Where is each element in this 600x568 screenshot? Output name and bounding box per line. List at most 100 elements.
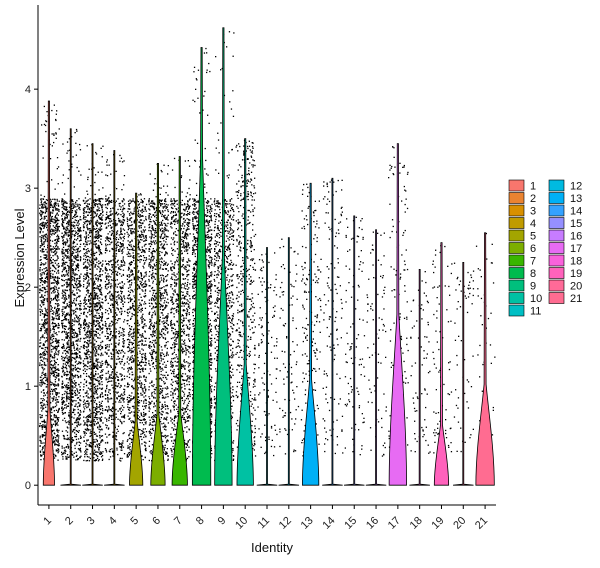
point [54,199,56,201]
point [72,203,74,205]
point [53,357,55,359]
point [109,409,111,411]
point [96,199,98,201]
point [63,401,66,403]
point [55,217,57,219]
point [49,393,51,395]
point [116,299,118,301]
point [57,204,60,207]
point [55,384,57,387]
point [51,372,53,374]
point [55,209,57,211]
point [72,343,74,345]
point [89,302,91,304]
point [49,267,52,269]
point [71,235,73,237]
point [56,259,58,261]
point [72,428,75,431]
point [94,354,96,356]
point [64,356,67,358]
point [77,205,79,207]
point [88,337,90,339]
point [51,430,53,433]
point [115,170,117,172]
point [53,203,55,205]
point [39,314,42,316]
point [115,335,117,337]
point [131,343,133,346]
point [97,344,99,347]
point [83,277,85,280]
point [127,287,130,289]
point [112,376,114,378]
point [106,310,109,312]
point [96,209,98,211]
point [96,367,98,369]
point [127,338,129,340]
point [94,211,96,214]
point [65,267,67,270]
point [85,324,87,326]
point [72,268,74,270]
point [117,418,119,420]
point [67,272,70,274]
point [43,243,45,245]
point [50,368,53,370]
point [58,200,60,202]
point [80,374,82,377]
point [78,444,81,446]
point [95,408,97,410]
point [76,389,79,391]
point [96,397,98,399]
point [50,233,52,235]
point [62,212,64,214]
point [62,312,64,315]
point [39,288,42,290]
point [97,323,99,325]
point [116,449,118,451]
point [145,405,147,407]
point [108,355,110,357]
point [98,266,100,268]
point [114,222,117,224]
point [122,341,124,343]
point [117,244,119,246]
point [121,233,123,235]
point [88,444,90,446]
point [98,289,100,291]
point [95,315,97,317]
point [39,245,42,247]
point [85,460,87,462]
point [124,301,126,303]
point [54,267,57,269]
point [121,300,123,302]
point [51,248,53,250]
point [101,315,104,317]
point [63,319,65,321]
point [111,199,113,202]
point [44,330,46,332]
point [69,359,71,361]
point [65,446,68,448]
point [96,287,98,289]
point [64,452,66,454]
point [116,230,119,232]
point [61,275,63,277]
point [61,271,63,273]
point [100,369,103,372]
point [86,316,88,318]
point [53,384,55,386]
point [58,342,60,344]
point [49,222,52,225]
point [112,259,114,261]
point [100,377,102,379]
point [55,338,57,340]
point [55,223,58,226]
point [61,367,64,370]
point [46,329,48,331]
point [112,248,114,251]
point [72,408,75,410]
point [57,384,60,386]
point [99,405,101,407]
point [106,278,108,280]
